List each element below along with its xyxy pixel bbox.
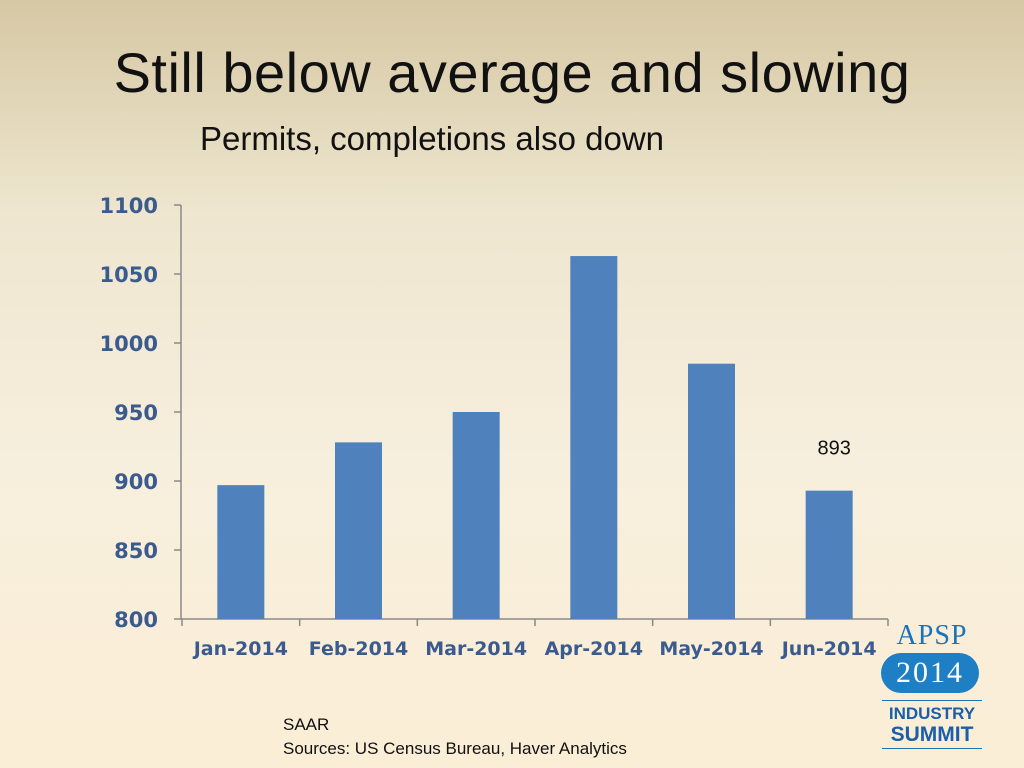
x-tick-label: Jan-2014 bbox=[192, 638, 288, 660]
logo-industry: INDUSTRY bbox=[888, 704, 976, 723]
note-sources: Sources: US Census Bureau, Haver Analyti… bbox=[283, 739, 627, 758]
y-tick-label: 850 bbox=[114, 539, 158, 563]
note-saar: SAAR bbox=[283, 715, 330, 734]
x-tick-label: Apr-2014 bbox=[545, 638, 643, 660]
y-tick-label: 900 bbox=[114, 470, 158, 494]
notes: SAAR Sources: US Census Bureau, Haver An… bbox=[283, 713, 627, 761]
bar-jun-2014 bbox=[805, 490, 853, 619]
logo-rule-bottom bbox=[882, 748, 982, 749]
y-tick-label: 950 bbox=[114, 401, 158, 425]
bar-apr-2014 bbox=[570, 256, 618, 619]
slide-subtitle: Permits, completions also down bbox=[200, 120, 665, 157]
x-tick-label: Mar-2014 bbox=[425, 638, 527, 660]
x-tick-label: Jun-2014 bbox=[780, 638, 877, 660]
plot-area: 800 850 900 950 1000 1050 1100 Jan-2014 Feb-2014… bbox=[100, 194, 889, 660]
bar-chart: 800 850 900 950 1000 1050 1100 Jan-2014 Feb-2014… bbox=[100, 194, 889, 660]
x-tick-label: May-2014 bbox=[659, 638, 763, 660]
bar-mar-2014 bbox=[452, 412, 500, 619]
y-tick-label: 1050 bbox=[100, 263, 158, 287]
data-label: 893 bbox=[817, 438, 850, 460]
x-tick-label: Feb-2014 bbox=[309, 638, 408, 660]
logo-summit: SUMMIT bbox=[890, 723, 974, 746]
bar-feb-2014 bbox=[335, 442, 382, 619]
bar-may-2014 bbox=[688, 363, 735, 619]
logo-brand: APSP bbox=[896, 620, 968, 651]
apsp-summit-logo: APSP 2014 INDUSTRY SUMMIT bbox=[880, 620, 984, 752]
logo-rule-top bbox=[882, 700, 982, 701]
bar-jan-2014 bbox=[217, 485, 265, 619]
logo-year: 2014 bbox=[881, 653, 979, 693]
y-tick-label: 1000 bbox=[100, 332, 158, 356]
y-tick-label: 1100 bbox=[100, 194, 158, 218]
y-tick-label: 800 bbox=[114, 608, 158, 632]
slide-title: Still below average and slowing bbox=[113, 41, 911, 104]
